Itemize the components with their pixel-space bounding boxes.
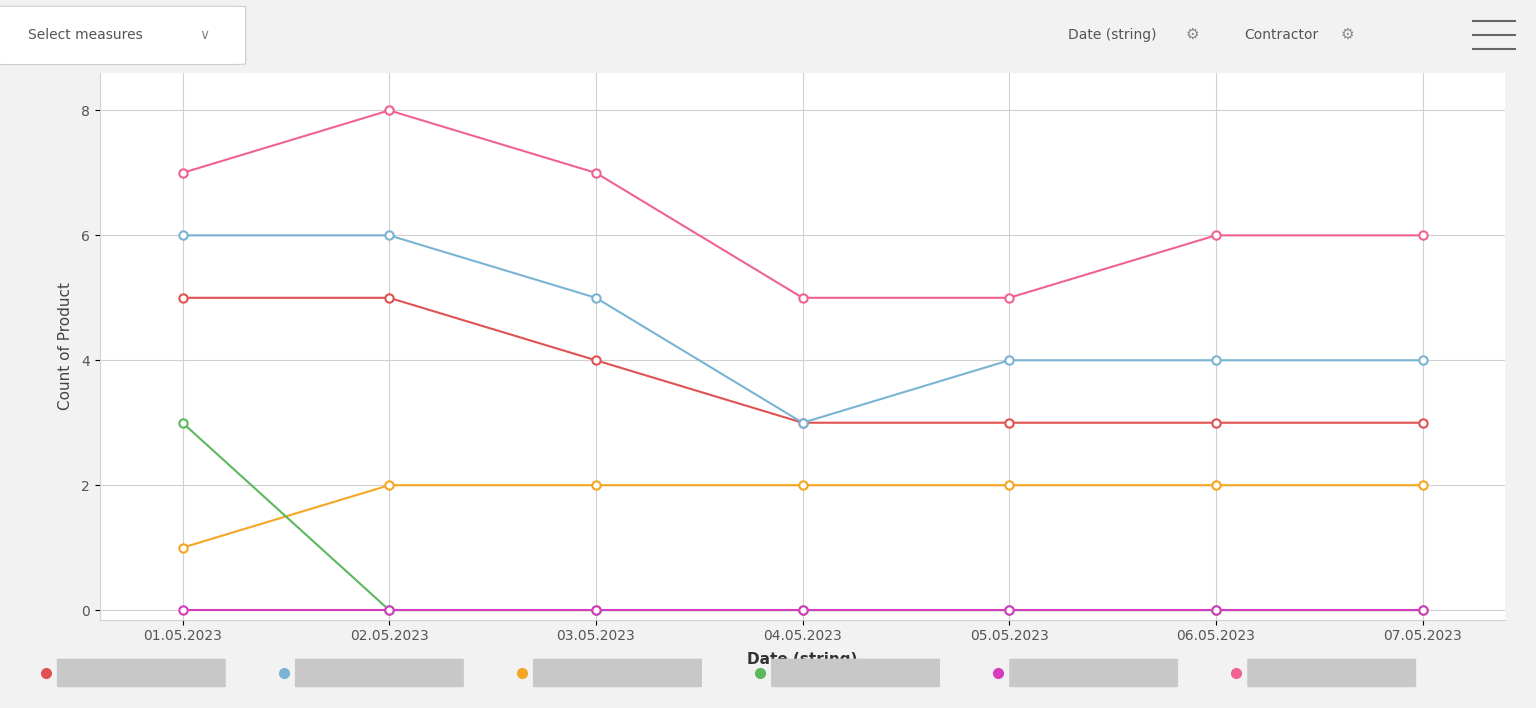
FancyBboxPatch shape bbox=[771, 658, 940, 687]
Text: Contractor: Contractor bbox=[1244, 28, 1318, 42]
Text: ⚙: ⚙ bbox=[1341, 27, 1355, 42]
X-axis label: Date (string): Date (string) bbox=[748, 651, 857, 666]
FancyBboxPatch shape bbox=[295, 658, 464, 687]
Text: ⚙: ⚙ bbox=[1186, 27, 1200, 42]
FancyBboxPatch shape bbox=[57, 658, 226, 687]
Text: Select measures: Select measures bbox=[28, 28, 143, 42]
Y-axis label: Count of Product: Count of Product bbox=[58, 282, 72, 410]
FancyBboxPatch shape bbox=[1009, 658, 1178, 687]
Text: ∨: ∨ bbox=[200, 28, 210, 42]
FancyBboxPatch shape bbox=[1247, 658, 1416, 687]
FancyBboxPatch shape bbox=[533, 658, 702, 687]
FancyBboxPatch shape bbox=[0, 6, 246, 64]
Text: Date (string): Date (string) bbox=[1068, 28, 1157, 42]
